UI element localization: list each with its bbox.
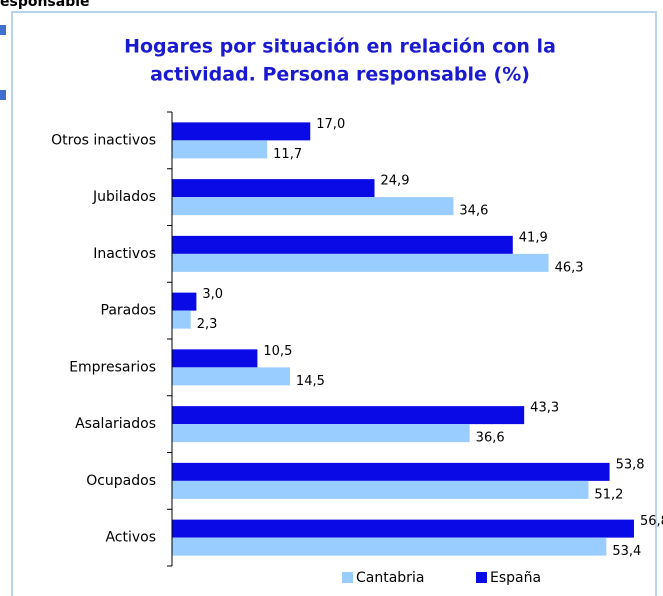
chart-frame <box>11 11 657 596</box>
bar <box>172 292 197 311</box>
value-label: 51,2 <box>594 487 623 502</box>
value-label: 14,5 <box>296 374 325 389</box>
bar <box>172 235 513 254</box>
bar <box>172 253 549 272</box>
bar <box>172 424 470 443</box>
bar <box>172 406 525 425</box>
value-label: 24,9 <box>381 174 410 189</box>
value-label: 41,9 <box>519 230 548 245</box>
value-label: 43,3 <box>530 401 559 416</box>
bar <box>172 179 375 198</box>
value-label: 53,8 <box>616 457 645 472</box>
bar <box>172 310 191 329</box>
side-marker <box>0 90 6 100</box>
side-marker <box>0 25 6 35</box>
legend-swatch <box>476 572 487 583</box>
bar <box>172 197 454 216</box>
chart-title: actividad. Persona responsable (%) <box>150 64 530 86</box>
bar <box>172 367 290 386</box>
value-label: 36,6 <box>476 431 505 446</box>
page-heading: esponsable <box>0 0 90 10</box>
legend-swatch <box>342 572 353 583</box>
value-label: 34,6 <box>459 204 488 219</box>
value-label: 17,0 <box>316 117 345 132</box>
y-tick-label: Ocupados <box>86 473 156 489</box>
value-label: 11,7 <box>273 147 302 162</box>
bar <box>172 537 607 556</box>
value-label: 3,0 <box>202 287 223 302</box>
y-tick-label: Asalariados <box>75 416 156 432</box>
bar <box>172 519 634 538</box>
value-label: 53,4 <box>612 544 641 559</box>
legend-label: España <box>490 570 541 586</box>
legend-label: Cantabria <box>356 570 424 586</box>
chart-title: Hogares por situación en relación con la <box>124 36 556 58</box>
value-label: 2,3 <box>197 317 218 332</box>
y-tick-label: Parados <box>101 303 156 319</box>
y-tick-label: Activos <box>105 530 156 546</box>
bar <box>172 462 610 481</box>
value-label: 56,8 <box>640 514 663 529</box>
value-label: 10,5 <box>263 344 292 359</box>
bar <box>172 480 589 499</box>
bar <box>172 349 258 368</box>
y-tick-label: Jubilados <box>92 189 156 205</box>
bar <box>172 122 311 141</box>
bar <box>172 140 268 159</box>
y-tick-label: Otros inactivos <box>51 132 156 148</box>
value-label: 46,3 <box>555 260 584 275</box>
y-tick-label: Inactivos <box>93 246 156 262</box>
y-tick-label: Empresarios <box>69 359 156 375</box>
